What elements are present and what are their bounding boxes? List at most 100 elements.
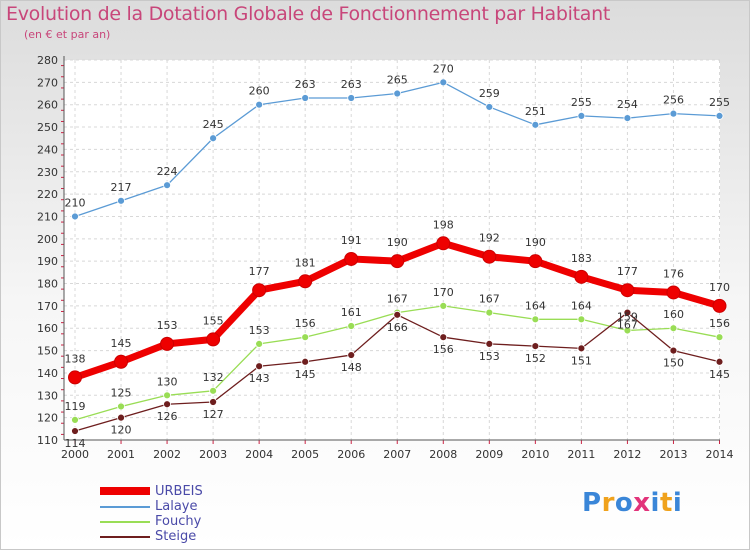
data-label-urbeis: 170 [709, 281, 730, 294]
data-point-fouchy [577, 315, 586, 324]
data-point-steige [117, 413, 125, 422]
x-tick-label: 2010 [521, 448, 549, 461]
y-tick-label: 180 [37, 278, 58, 291]
data-label-fouchy: 160 [663, 308, 684, 321]
legend-label: Steige [155, 529, 197, 544]
data-point-lalaye [71, 212, 79, 221]
data-point-steige [623, 308, 632, 317]
data-label-steige: 156 [433, 343, 454, 356]
legend-label: Lalaye [155, 499, 198, 514]
x-tick-label: 2013 [659, 448, 687, 461]
x-tick-label: 2007 [383, 448, 411, 461]
y-tick-label: 280 [37, 54, 58, 67]
data-point-steige [71, 427, 79, 435]
data-point-lalaye [393, 89, 402, 98]
data-label-lalaye: 256 [663, 94, 684, 107]
y-tick-label: 120 [37, 412, 58, 425]
data-point-fouchy [163, 391, 171, 400]
legend-swatch [100, 536, 150, 538]
data-label-fouchy: 167 [387, 293, 408, 306]
data-label-lalaye: 255 [709, 96, 730, 109]
data-label-steige: 166 [387, 321, 408, 334]
data-point-steige [531, 342, 540, 351]
data-label-lalaye: 259 [479, 87, 500, 100]
data-label-fouchy: 167 [479, 293, 500, 306]
data-point-lalaye [531, 120, 540, 129]
data-label-fouchy: 159 [617, 310, 638, 323]
legend-swatch [100, 487, 150, 495]
data-point-urbeis [68, 370, 82, 385]
data-label-steige: 143 [249, 372, 270, 385]
data-point-fouchy [71, 415, 79, 424]
data-point-steige [715, 357, 724, 366]
data-point-fouchy [669, 324, 678, 333]
data-label-fouchy: 156 [295, 317, 316, 330]
data-label-lalaye: 224 [157, 165, 178, 178]
logo-letter: i [650, 488, 660, 518]
data-point-steige [301, 357, 310, 366]
data-point-lalaye [347, 94, 356, 102]
data-point-urbeis [528, 254, 543, 269]
data-label-lalaye: 265 [387, 74, 408, 87]
x-tick-label: 2014 [705, 448, 733, 461]
data-point-urbeis [160, 336, 175, 351]
data-label-fouchy: 125 [111, 386, 132, 399]
data-label-steige: 127 [203, 408, 224, 421]
data-label-steige: 145 [709, 368, 730, 381]
data-point-lalaye [117, 196, 125, 205]
data-point-urbeis [298, 274, 313, 289]
data-point-urbeis [344, 251, 359, 266]
chart-subtitle: (en € et par an) [24, 28, 111, 41]
y-tick-label: 200 [37, 233, 58, 246]
data-label-urbeis: 192 [479, 232, 500, 245]
data-point-urbeis [482, 249, 497, 264]
data-point-lalaye [255, 100, 264, 109]
data-point-steige [577, 344, 586, 353]
data-label-fouchy: 164 [571, 299, 592, 312]
logo-letter: o [614, 488, 634, 518]
data-label-fouchy: 161 [341, 306, 362, 319]
logo-letter: x [633, 488, 651, 518]
data-point-fouchy [301, 333, 310, 342]
data-point-urbeis [712, 298, 727, 313]
data-point-lalaye [715, 111, 724, 120]
logo-letter: P [582, 488, 602, 518]
data-label-lalaye: 263 [295, 78, 316, 91]
x-tick-label: 2005 [291, 448, 319, 461]
data-label-urbeis: 190 [525, 236, 546, 249]
plot-area [64, 60, 720, 440]
data-point-urbeis [390, 254, 405, 269]
data-point-lalaye [209, 134, 218, 143]
data-point-steige [669, 346, 678, 355]
data-point-fouchy [715, 333, 724, 342]
data-label-urbeis: 145 [111, 337, 132, 350]
data-point-steige [255, 362, 264, 371]
data-label-fouchy: 164 [525, 299, 546, 312]
x-tick-label: 2011 [567, 448, 595, 461]
data-point-urbeis [620, 283, 635, 298]
x-tick-label: 2000 [61, 448, 89, 461]
data-point-urbeis [114, 354, 129, 369]
data-label-steige: 145 [295, 368, 316, 381]
x-tick-label: 2001 [107, 448, 135, 461]
y-tick-label: 250 [37, 121, 58, 134]
data-point-fouchy [209, 386, 218, 395]
data-point-lalaye [577, 111, 586, 120]
data-label-urbeis: 198 [433, 218, 454, 231]
legend-label: Fouchy [155, 514, 202, 529]
proxiti-logo: Proxiti [582, 488, 682, 518]
y-tick-label: 210 [37, 210, 58, 223]
y-tick-label: 160 [37, 322, 58, 335]
data-label-lalaye: 270 [433, 62, 454, 75]
y-tick-label: 170 [37, 300, 58, 313]
y-tick-label: 110 [37, 434, 58, 447]
x-tick-label: 2004 [245, 448, 273, 461]
data-point-lalaye [485, 103, 494, 111]
data-label-lalaye: 210 [65, 196, 86, 209]
data-point-urbeis [666, 285, 681, 300]
x-tick-label: 2009 [475, 448, 503, 461]
data-point-fouchy [255, 339, 264, 348]
data-label-urbeis: 177 [617, 265, 638, 278]
y-tick-label: 270 [37, 76, 58, 89]
